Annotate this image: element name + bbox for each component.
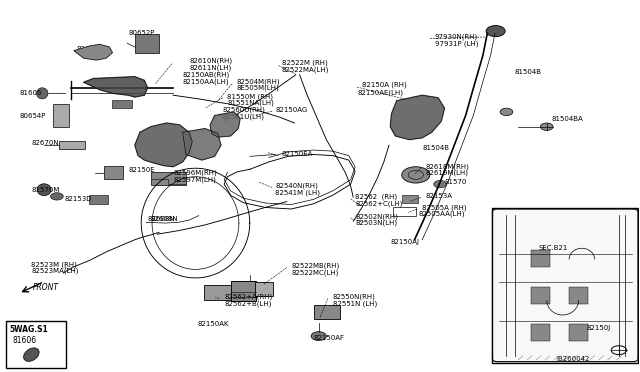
- Text: 82670N: 82670N: [31, 140, 59, 146]
- Text: 81504BA: 81504BA: [551, 116, 583, 122]
- Text: 80654P: 80654P: [20, 113, 46, 119]
- Text: 81550M (RH): 81550M (RH): [227, 93, 273, 100]
- Text: 82541M (LH): 82541M (LH): [275, 189, 320, 196]
- Bar: [60, 141, 85, 149]
- Bar: [204, 285, 230, 300]
- Circle shape: [486, 26, 505, 37]
- Circle shape: [500, 108, 513, 116]
- Text: 82153D: 82153D: [65, 196, 92, 202]
- Bar: [151, 172, 186, 185]
- Circle shape: [402, 167, 430, 183]
- Text: 82562+C(LH): 82562+C(LH): [355, 201, 403, 207]
- Circle shape: [434, 180, 447, 188]
- Text: 82504M(RH): 82504M(RH): [237, 78, 280, 85]
- Text: 82150EA: 82150EA: [282, 151, 313, 157]
- Text: 82540N(RH): 82540N(RH): [275, 183, 318, 189]
- Text: 81570: 81570: [445, 179, 467, 185]
- Circle shape: [51, 193, 63, 200]
- Text: SEC.B21: SEC.B21: [538, 245, 568, 251]
- Text: 81606: 81606: [12, 336, 36, 345]
- Text: 82562+A(RH): 82562+A(RH): [224, 294, 273, 301]
- Polygon shape: [84, 77, 148, 97]
- Bar: [531, 324, 550, 341]
- Bar: [255, 282, 273, 296]
- Polygon shape: [74, 44, 113, 60]
- Text: 82611N(LH): 82611N(LH): [189, 64, 231, 71]
- Text: 81570M: 81570M: [31, 187, 60, 193]
- Text: 82150AG: 82150AG: [275, 107, 308, 113]
- Text: 82597M(LH): 82597M(LH): [173, 176, 216, 183]
- Text: 82153A: 82153A: [426, 193, 452, 199]
- Text: 82503N(LH): 82503N(LH): [355, 220, 397, 226]
- Text: 82150AA(LH): 82150AA(LH): [182, 78, 229, 85]
- Text: 82502N(RH): 82502N(RH): [355, 213, 398, 219]
- Text: 82150J: 82150J: [587, 325, 611, 331]
- Bar: [53, 105, 69, 127]
- Bar: [569, 287, 588, 304]
- Text: 82150AK: 82150AK: [197, 321, 229, 327]
- Text: 82596M(RH): 82596M(RH): [173, 170, 217, 176]
- Text: 82150AE(LH): 82150AE(LH): [357, 89, 403, 96]
- Polygon shape: [135, 123, 192, 167]
- Ellipse shape: [37, 184, 51, 196]
- Circle shape: [540, 123, 553, 131]
- Text: 81551NA(LH): 81551NA(LH): [227, 99, 275, 106]
- Text: 82640D: 82640D: [76, 46, 104, 52]
- Bar: [6, 321, 67, 368]
- Text: 81504B: 81504B: [422, 145, 449, 151]
- Text: JB260042: JB260042: [556, 356, 589, 362]
- Text: 5WAG.S1: 5WAG.S1: [9, 325, 48, 334]
- Bar: [113, 100, 132, 108]
- Text: 82523M (RH): 82523M (RH): [31, 261, 77, 268]
- Text: 80652P: 80652P: [129, 30, 155, 36]
- Bar: [230, 280, 256, 301]
- Text: 82505A (RH): 82505A (RH): [422, 204, 467, 211]
- Ellipse shape: [24, 348, 39, 361]
- Text: 82619M(LH): 82619M(LH): [426, 170, 468, 176]
- Text: 97930N(RH): 97930N(RH): [435, 34, 478, 40]
- Bar: [104, 166, 124, 179]
- Text: 82522MC(LH): 82522MC(LH): [291, 269, 339, 276]
- Text: 82608N: 82608N: [151, 216, 179, 222]
- Text: 82522MA(LH): 82522MA(LH): [282, 66, 329, 73]
- Polygon shape: [390, 95, 445, 140]
- Text: FRONT: FRONT: [33, 283, 59, 292]
- Circle shape: [311, 332, 326, 340]
- Text: 82522MB(RH): 82522MB(RH): [291, 262, 339, 269]
- Text: 82560U(RH): 82560U(RH): [223, 107, 266, 113]
- Bar: [492, 208, 638, 363]
- Bar: [394, 207, 416, 217]
- Bar: [531, 287, 550, 304]
- Bar: [569, 324, 588, 341]
- Ellipse shape: [36, 88, 48, 99]
- Text: 81504B: 81504B: [515, 69, 542, 75]
- Text: 82562+B(LH): 82562+B(LH): [224, 301, 271, 307]
- Bar: [314, 305, 340, 319]
- Text: 82618M(RH): 82618M(RH): [426, 163, 469, 170]
- Text: 82150E: 82150E: [129, 167, 155, 173]
- Text: 82150AB(RH): 82150AB(RH): [182, 71, 230, 78]
- Polygon shape: [210, 112, 240, 137]
- Text: 82150A (RH): 82150A (RH): [362, 82, 406, 89]
- Text: 82561U(LH): 82561U(LH): [223, 113, 265, 119]
- Text: 81606: 81606: [20, 90, 42, 96]
- Text: 82610N(RH): 82610N(RH): [189, 58, 232, 64]
- Text: 82150AF: 82150AF: [314, 335, 344, 341]
- Text: 82608N: 82608N: [148, 217, 175, 222]
- Text: 82150AJ: 82150AJ: [390, 238, 419, 245]
- Text: 82551N (LH): 82551N (LH): [333, 301, 377, 307]
- Text: 82522M (RH): 82522M (RH): [282, 60, 328, 66]
- Polygon shape: [182, 129, 221, 160]
- Text: 8E505M(LH): 8E505M(LH): [237, 84, 280, 91]
- Bar: [89, 195, 108, 204]
- Bar: [135, 34, 159, 52]
- Text: 82550N(RH): 82550N(RH): [333, 294, 376, 301]
- Text: 82523MA(LH): 82523MA(LH): [31, 268, 79, 275]
- Text: 97931P (LH): 97931P (LH): [435, 40, 479, 46]
- Text: 82505AA(LH): 82505AA(LH): [419, 211, 465, 217]
- Bar: [402, 195, 418, 203]
- Bar: [531, 250, 550, 267]
- Text: 82562  (RH): 82562 (RH): [355, 194, 397, 201]
